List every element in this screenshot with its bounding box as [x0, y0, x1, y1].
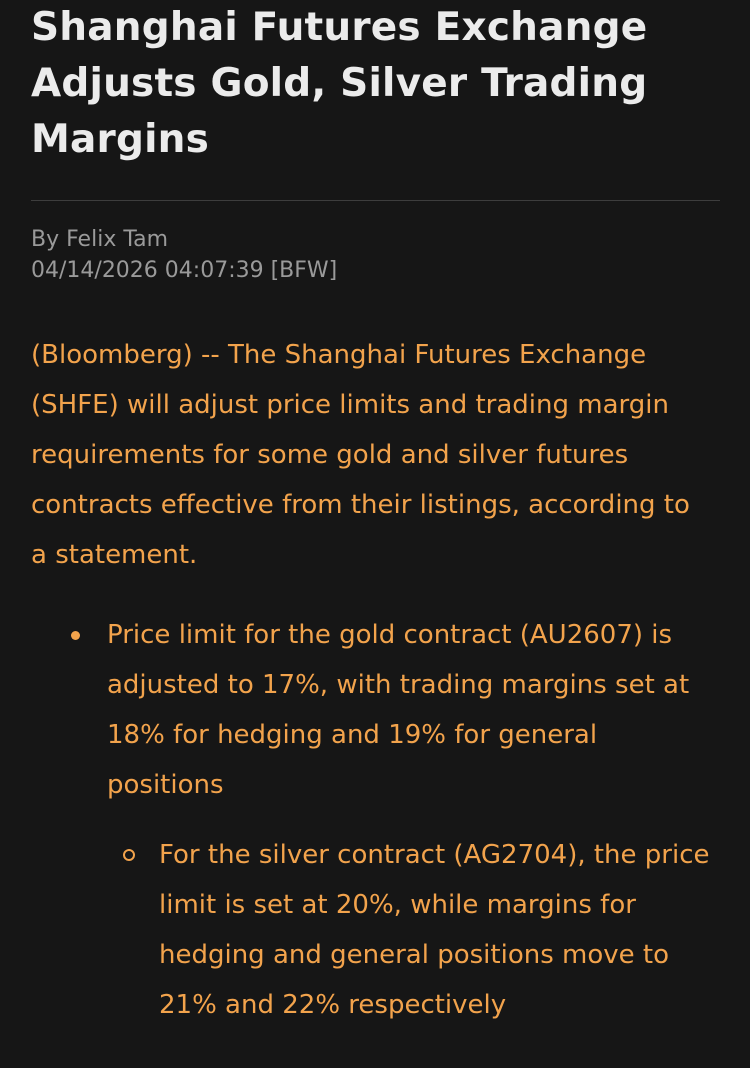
publish-timestamp: 04/14/2026 04:07:39 [BFW] — [31, 258, 338, 283]
sub-bullet-list: For the silver contract (AG2704), the pr… — [107, 830, 717, 1030]
sub-list-item: For the silver contract (AG2704), the pr… — [107, 830, 719, 1030]
headline-divider — [31, 200, 720, 201]
hollow-bullet-icon — [123, 849, 135, 861]
article-headline: Shanghai Futures Exchange Adjusts Gold, … — [31, 5, 648, 162]
bullet-text: Price limit for the gold contract (AU260… — [107, 620, 690, 800]
sub-bullet-text: For the silver contract (AG2704), the pr… — [159, 840, 710, 1020]
article-meta: By Felix Tam 04/14/2026 04:07:39 [BFW] — [31, 224, 337, 286]
bullet-dot-icon — [71, 631, 80, 640]
author-byline[interactable]: By Felix Tam — [31, 227, 169, 252]
bullet-list: Price limit for the gold contract (AU260… — [0, 610, 750, 1030]
list-item: Price limit for the gold contract (AU260… — [0, 610, 717, 1030]
article-lede: (Bloomberg) -- The Shanghai Futures Exch… — [31, 340, 690, 570]
